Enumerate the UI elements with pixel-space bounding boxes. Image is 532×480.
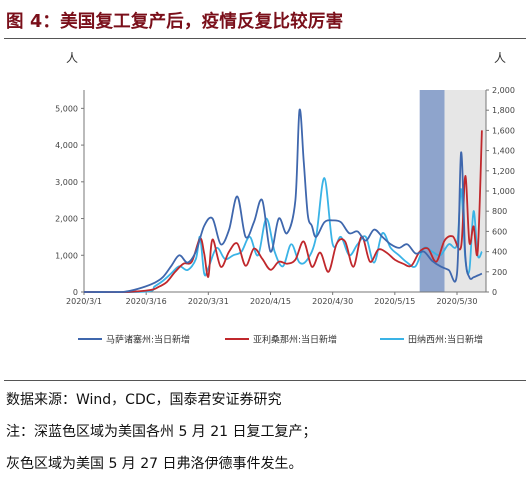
right-tick-label: 800 bbox=[492, 207, 507, 216]
left-tick-label: 0 bbox=[73, 288, 78, 297]
right-tick-label: 600 bbox=[492, 227, 507, 236]
title-divider bbox=[4, 38, 526, 39]
massachusetts-line bbox=[83, 108, 483, 293]
right-tick-label: 1,400 bbox=[492, 147, 515, 156]
note-line-1: 注：深蓝色区域为美国各州 5 月 21 日复工复产； bbox=[6, 424, 317, 440]
left-tick-label: 3,000 bbox=[55, 178, 78, 187]
x-tick-label: 2020/5/15 bbox=[374, 297, 415, 306]
right-tick-label: 200 bbox=[492, 268, 507, 277]
right-tick-label: 400 bbox=[492, 248, 507, 257]
x-tick-label: 2020/3/1 bbox=[66, 297, 102, 306]
right-tick-label: 1,000 bbox=[492, 187, 515, 196]
source-note: 数据来源：Wind，CDC，国泰君安证券研究 bbox=[6, 392, 282, 408]
legend-tennessee-label: 田纳西州:当日新增 bbox=[408, 334, 483, 346]
chart: 0 1,000 2,000 3,000 4,000 5,000 0 200 400 600 800 1… bbox=[55, 51, 515, 346]
left-tick-label: 5,000 bbox=[55, 104, 78, 113]
right-tick-label: 1,800 bbox=[492, 106, 515, 115]
right-tick-label: 2,000 bbox=[492, 86, 515, 95]
figure-title: 图 4：美国复工复产后，疫情反复比较厉害 bbox=[6, 12, 344, 32]
x-tick-label: 2020/3/31 bbox=[188, 297, 229, 306]
note-line-2: 灰色区域为美国 5 月 27 日弗洛伊德事件发生。 bbox=[6, 456, 303, 472]
x-tick-label: 2020/5/30 bbox=[436, 297, 477, 306]
right-tick-label: 0 bbox=[492, 288, 497, 297]
x-tick-label: 2020/4/15 bbox=[250, 297, 291, 306]
left-tick-label: 1,000 bbox=[55, 251, 78, 260]
right-unit-label: 人 bbox=[494, 51, 506, 65]
left-tick-label: 2,000 bbox=[55, 215, 78, 224]
x-tick-label: 2020/3/16 bbox=[126, 297, 167, 306]
right-tick-label: 1,200 bbox=[492, 167, 515, 176]
left-tick-label: 4,000 bbox=[55, 141, 78, 150]
notes-divider bbox=[4, 380, 526, 381]
legend-arizona-label: 亚利桑那州:当日新增 bbox=[253, 334, 337, 346]
left-unit-label: 人 bbox=[66, 51, 78, 65]
right-tick-label: 1,600 bbox=[492, 126, 515, 135]
x-tick-label: 2020/4/30 bbox=[312, 297, 353, 306]
legend-massachusetts-label: 马萨诸塞州:当日新增 bbox=[106, 334, 190, 346]
